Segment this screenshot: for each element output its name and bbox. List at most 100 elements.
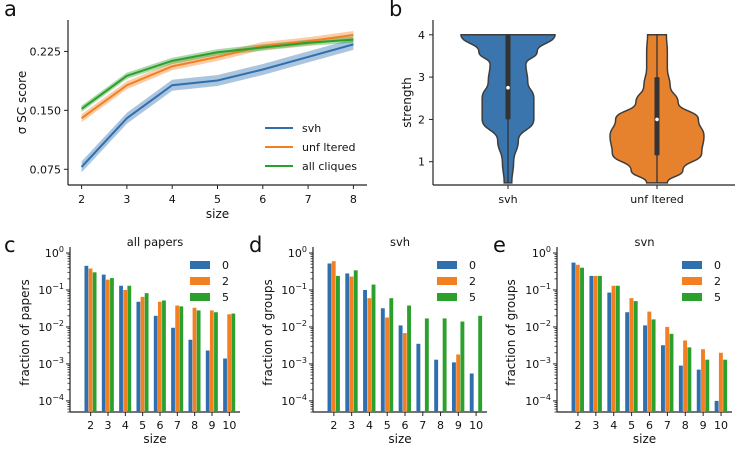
panel-c-ylabel: fraction of papers	[18, 279, 32, 385]
panel-c-legend-label: 5	[222, 291, 229, 304]
panel-c-bar-5	[127, 285, 132, 412]
panel-d-ytick-label: 10−3	[281, 356, 307, 371]
panel-a-xtick-label: 7	[305, 193, 312, 206]
panel-d-bar-5	[371, 284, 376, 412]
panel-e-bar-2	[593, 275, 598, 412]
panel-e-xtick-label: 8	[682, 419, 689, 432]
panel-a-legend-label: all cliques	[302, 160, 357, 173]
panel-a-xtick-label: 6	[259, 193, 266, 206]
panel-d-bar-5	[353, 270, 358, 412]
panel-d-bar-0	[398, 325, 403, 412]
panel-label-c: c	[4, 233, 16, 257]
panel-b-median-dot	[655, 117, 659, 122]
panel-d-bar-2	[367, 298, 372, 412]
panel-d-bar-2	[349, 276, 354, 412]
panel-d-xtick-label: 8	[437, 419, 444, 432]
panel-a-line-all-cliques	[81, 38, 354, 110]
panel-c-xtick-label: 6	[157, 419, 164, 432]
panel-c-bar-5	[196, 310, 201, 412]
panel-e-bar-0	[714, 400, 719, 412]
panel-label-d: d	[249, 233, 262, 257]
panel-e-legend-swatch	[682, 293, 702, 301]
panel-e-bar-5	[687, 347, 692, 412]
panel-c-legend-label: 2	[222, 275, 229, 288]
panel-e-xtick-label: 6	[646, 419, 653, 432]
panel-c-bar-2	[209, 310, 214, 412]
panel-a-ytick-label: 0.225	[30, 45, 62, 58]
panel-e-xtick-label: 5	[628, 419, 635, 432]
panel-e-ytick-label: 10−1	[525, 282, 551, 297]
panel-c-bar-0	[101, 274, 106, 412]
panel-e-xlabel: size	[633, 432, 656, 446]
panel-e-bar-5	[723, 359, 728, 412]
panel-d-bar-2	[385, 317, 389, 412]
panel-c-bar-2	[105, 279, 110, 412]
panel-e-bar-2	[665, 326, 670, 412]
panel-d-bar-2	[456, 354, 461, 412]
panel-d-bar-5	[478, 315, 483, 412]
panel-d-bar-2	[402, 333, 407, 412]
panel-d-bar-0	[363, 289, 367, 412]
panel-d-bar-5	[389, 298, 394, 412]
panel-d-bar-0	[451, 362, 456, 412]
panel-a-xtick-label: 8	[350, 193, 357, 206]
panel-d-xtick-label: 2	[330, 419, 337, 432]
panel-e-bar-5	[651, 319, 656, 412]
panel-e-bar-2	[629, 298, 634, 412]
panel-c-xtick-label: 8	[191, 419, 198, 432]
panel-d-bar-2	[331, 261, 336, 412]
panel-e-bar-0	[571, 262, 576, 412]
panel-e-ytick-label: 100	[532, 245, 551, 260]
panel-c-bar-5	[144, 293, 149, 412]
panel-c-bar-2	[140, 296, 145, 412]
panel-e-bar-0	[625, 312, 630, 412]
panel-e-bar-2	[611, 285, 616, 412]
panel-c-legend-label: 0	[222, 259, 229, 272]
panel-e-ytick-label: 10−3	[525, 356, 551, 371]
panel-e-xtick-label: 3	[592, 419, 599, 432]
panel-d-legend-label: 0	[469, 259, 476, 272]
panel-b-ylabel: strength	[400, 77, 414, 128]
panel-label-b: b	[389, 0, 402, 21]
panel-c-ytick-label: 10−1	[38, 282, 64, 297]
panel-b-ytick-label: 3	[418, 71, 425, 84]
panel-e-bar-5	[633, 301, 638, 412]
panel-d-bar-5	[442, 318, 447, 412]
panel-c-bar-5	[110, 278, 114, 412]
panel-d-bar-0	[327, 263, 332, 412]
panel-c-bar-2	[157, 301, 162, 412]
panel-e-bar-5	[615, 285, 620, 412]
panel-e-legend-swatch	[682, 277, 702, 285]
panel-a-xtick-label: 5	[214, 193, 221, 206]
panel-b-median-dot	[506, 85, 510, 90]
panel-c-xlabel: size	[143, 432, 166, 446]
panel-c-bar-5	[162, 300, 166, 412]
panel-d-ytick-label: 10−1	[281, 282, 307, 297]
panel-e-legend-label: 0	[714, 259, 721, 272]
panel-d-bar-0	[345, 273, 350, 412]
panel-c-xtick-label: 7	[174, 419, 181, 432]
panel-d-bar-0	[416, 343, 421, 412]
panel-e-bar-2	[718, 352, 723, 412]
panel-d-bar-0	[469, 373, 474, 412]
panel-d-xtick-label: 7	[419, 419, 426, 432]
panel-e-bar-0	[607, 292, 612, 412]
panel-b-ytick-label: 1	[418, 156, 425, 169]
panel-d-bar-0	[434, 359, 439, 412]
panel-e-bar-2	[647, 311, 652, 412]
panel-c-ytick-label: 10−4	[38, 393, 64, 408]
panel-c-title: all papers	[127, 235, 184, 249]
panel-c-xtick-label: 9	[209, 419, 216, 432]
panel-e-ylabel: fraction of groups	[504, 279, 518, 385]
panel-c-xtick-label: 4	[122, 419, 129, 432]
panel-e-bar-0	[678, 365, 683, 412]
panel-e-xtick-label: 7	[664, 419, 671, 432]
panel-d-ytick-label: 100	[288, 245, 307, 260]
panel-b-iqr-box	[505, 34, 511, 120]
panel-b-iqr-box	[654, 77, 660, 156]
panel-d-ytick-label: 10−4	[281, 393, 307, 408]
panel-d-bar-5	[424, 318, 429, 412]
panel-c-legend-swatch	[190, 293, 210, 301]
panel-a-band-all-cliques	[81, 36, 354, 112]
panel-d-title: svh	[390, 235, 410, 249]
